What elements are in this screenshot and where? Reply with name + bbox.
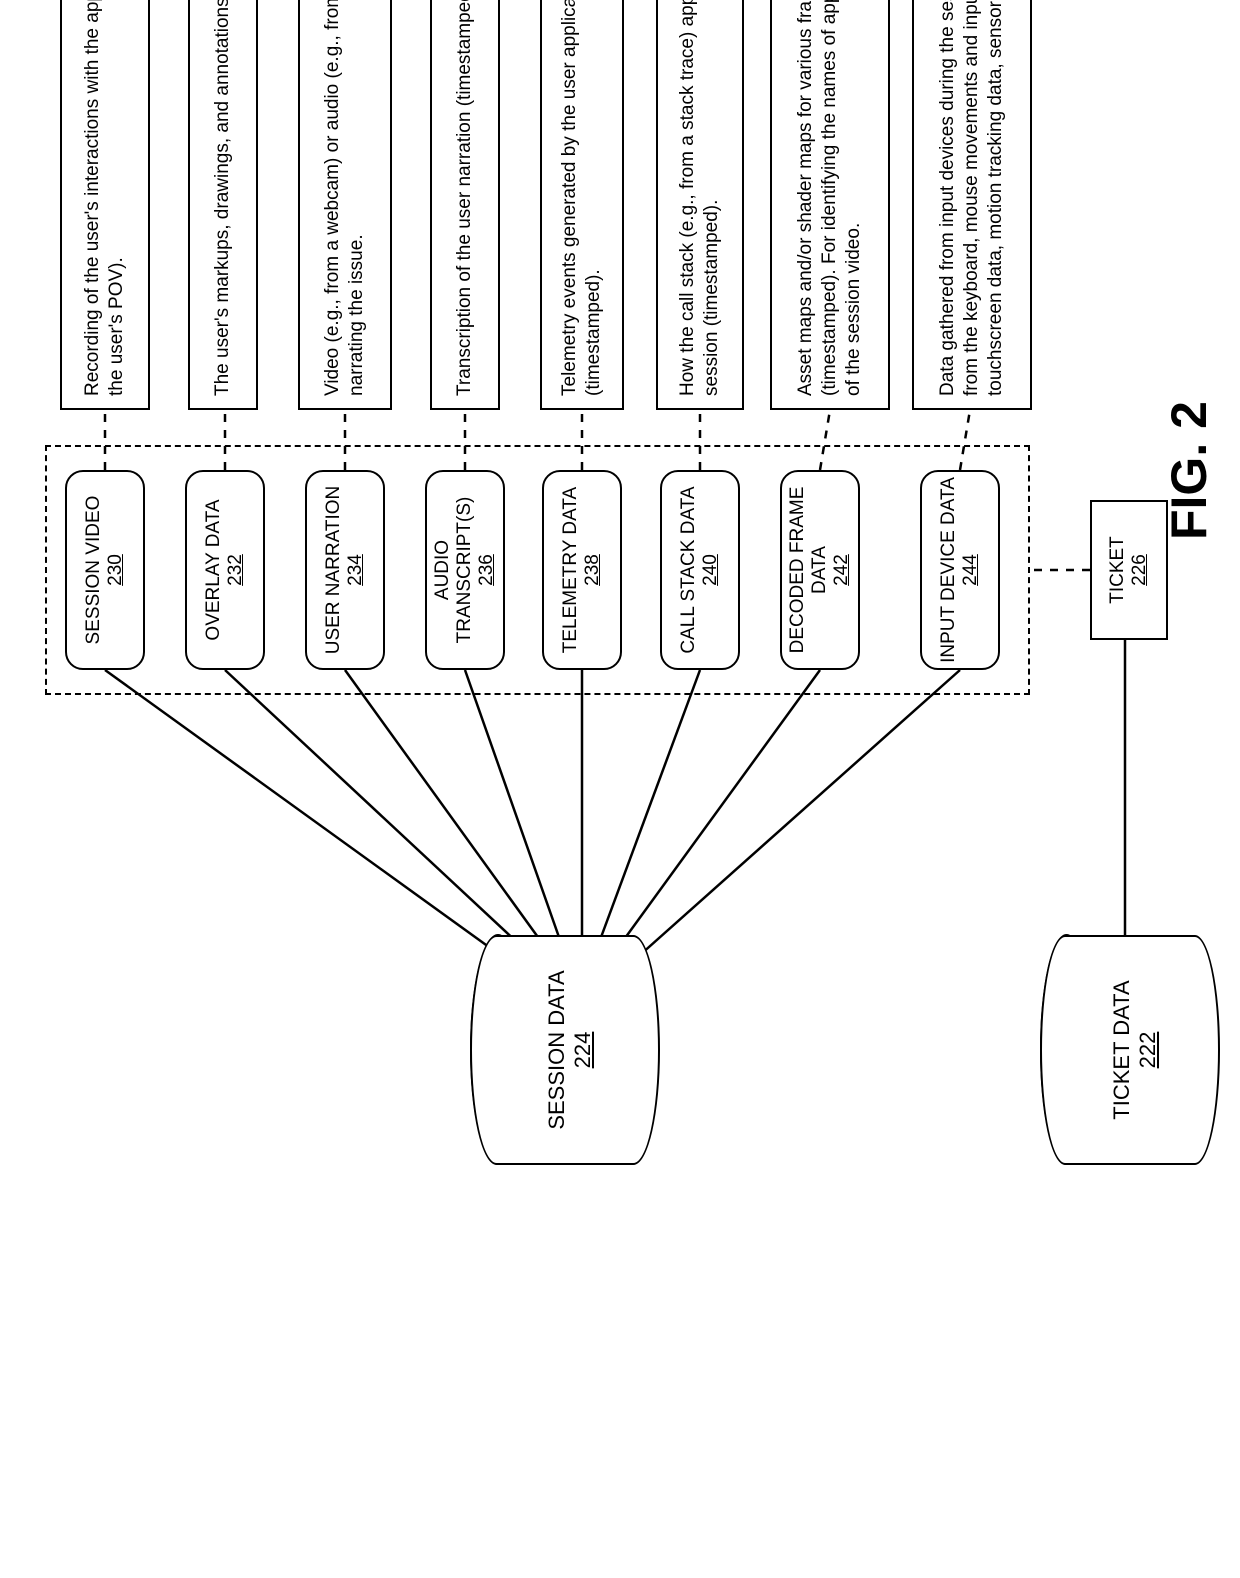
desc-input-device: Data gathered from input devices during … [912, 0, 1032, 410]
node-audio-transcript-label: AUDIO TRANSCRIPT(S) [432, 476, 476, 664]
node-telemetry-data: TELEMETRY DATA 238 [542, 470, 622, 670]
desc-user-narration: Video (e.g., from a webcam) or audio (e.… [298, 0, 392, 410]
node-input-device: INPUT DEVICE DATA 244 [920, 470, 1000, 670]
ticket-data-label: TICKET DATA [1109, 980, 1135, 1119]
node-session-video-ref: 230 [105, 554, 127, 586]
figure-label: FIG. 2 [1160, 401, 1218, 540]
desc-decoded-frame-text: Asset maps and/or shader maps for variou… [794, 0, 865, 396]
node-overlay-data-ref: 232 [225, 554, 247, 586]
desc-audio-transcript: Transcription of the user narration (tim… [430, 0, 500, 410]
node-overlay-data: OVERLAY DATA 232 [185, 470, 265, 670]
node-audio-transcript-ref: 236 [476, 554, 498, 586]
session-data-cylinder: SESSION DATA 224 [470, 935, 660, 1165]
desc-input-device-text: Data gathered from input devices during … [936, 0, 1007, 396]
node-decoded-frame-ref: 242 [831, 554, 853, 586]
desc-overlay-data: The user's markups, drawings, and annota… [188, 0, 258, 410]
node-input-device-label: INPUT DEVICE DATA [938, 477, 960, 663]
node-overlay-data-label: OVERLAY DATA [203, 499, 225, 640]
ticket-data-cylinder: TICKET DATA 222 [1040, 935, 1220, 1165]
desc-user-narration-text: Video (e.g., from a webcam) or audio (e.… [321, 0, 369, 396]
node-session-video-label: SESSION VIDEO [83, 496, 105, 645]
node-user-narration: USER NARRATION 234 [305, 470, 385, 670]
desc-telemetry-data: Telemetry events generated by the user a… [540, 0, 624, 410]
diagram-surface: SESSION DATA 224 TICKET DATA 222 SESSION… [0, 0, 1240, 1240]
node-telemetry-data-ref: 238 [582, 554, 604, 586]
ticket-rect-label: TICKET [1107, 536, 1129, 604]
node-decoded-frame: DECODED FRAME DATA 242 [780, 470, 860, 670]
desc-decoded-frame: Asset maps and/or shader maps for variou… [770, 0, 890, 410]
session-data-label: SESSION DATA [544, 970, 570, 1129]
desc-call-stack: How the call stack (e.g., from a stack t… [656, 0, 744, 410]
ticket-data-ref: 222 [1135, 1032, 1161, 1069]
node-audio-transcript: AUDIO TRANSCRIPT(S) 236 [425, 470, 505, 670]
desc-overlay-data-text: The user's markups, drawings, and annota… [211, 0, 235, 396]
node-session-video: SESSION VIDEO 230 [65, 470, 145, 670]
ticket-rect-ref: 226 [1129, 554, 1151, 586]
desc-session-video: Recording of the user's interactions wit… [60, 0, 150, 410]
desc-telemetry-data-text: Telemetry events generated by the user a… [558, 0, 606, 396]
node-decoded-frame-label: DECODED FRAME DATA [787, 476, 831, 664]
desc-session-video-text: Recording of the user's interactions wit… [81, 0, 129, 396]
desc-call-stack-text: How the call stack (e.g., from a stack t… [676, 0, 724, 396]
node-call-stack-ref: 240 [700, 554, 722, 586]
node-call-stack: CALL STACK DATA 240 [660, 470, 740, 670]
desc-audio-transcript-text: Transcription of the user narration (tim… [453, 0, 477, 396]
node-user-narration-label: USER NARRATION [323, 486, 345, 655]
node-call-stack-label: CALL STACK DATA [678, 486, 700, 653]
session-data-ref: 224 [570, 1032, 596, 1069]
node-user-narration-ref: 234 [345, 554, 367, 586]
ticket-rect: TICKET 226 [1090, 500, 1168, 640]
node-telemetry-data-label: TELEMETRY DATA [560, 487, 582, 653]
node-input-device-ref: 244 [960, 554, 982, 586]
